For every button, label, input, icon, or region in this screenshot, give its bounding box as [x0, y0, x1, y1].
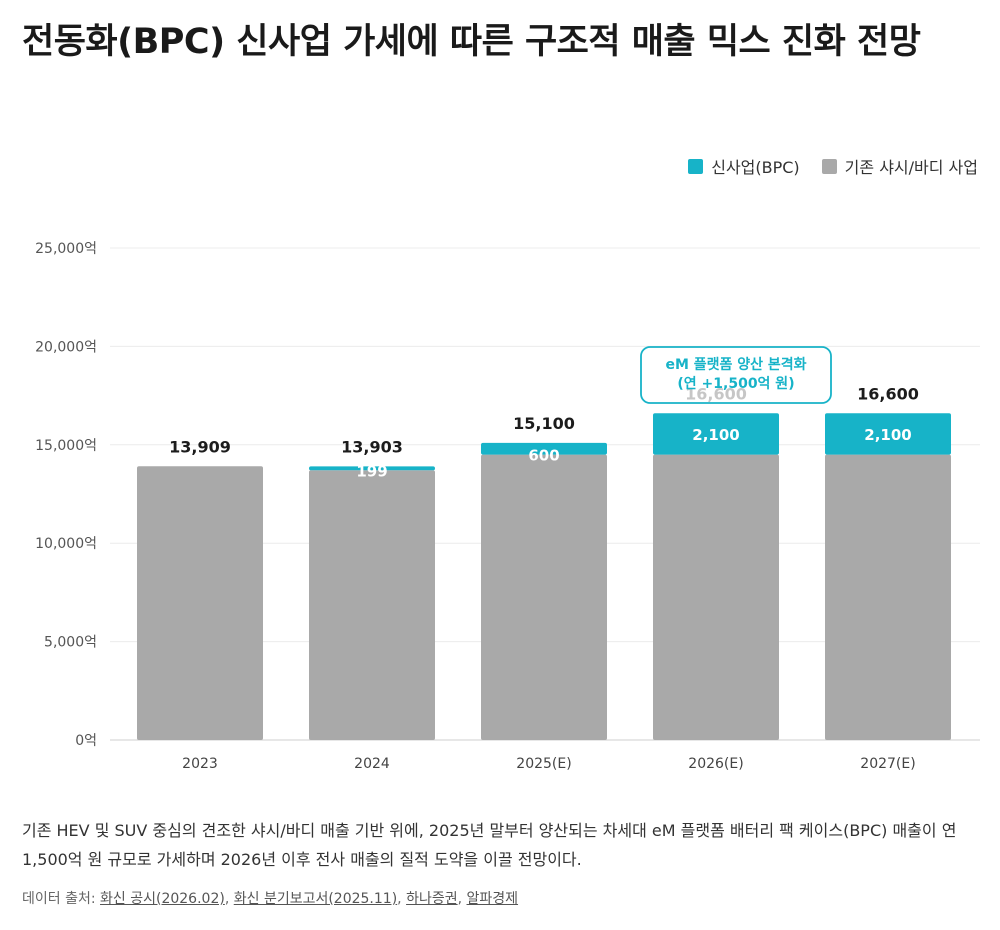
chart-title: 전동화(BPC) 신사업 가세에 따른 구조적 매출 믹스 진화 전망 — [22, 22, 921, 62]
bar-legacy-2026(E) — [653, 454, 779, 740]
y-tick-label: 15,000억 — [35, 438, 97, 454]
x-tick-label: 2023 — [182, 756, 218, 772]
x-tick-label: 2024 — [354, 756, 390, 772]
legend-label-legacy: 기존 샤시/바디 사업 — [844, 158, 978, 177]
source-link-hana[interactable]: 하나증권 — [406, 891, 458, 907]
x-tick-label: 2027(E) — [860, 756, 915, 772]
bar-total-label: 13,903 — [341, 437, 403, 456]
annotation-box — [640, 346, 832, 404]
source-link-filing[interactable]: 화신 공시(2026.02) — [100, 891, 225, 907]
bar-bpc-value-label: 2,100 — [692, 426, 739, 444]
source-separator: , — [397, 891, 407, 907]
bar-bpc-2026(E) — [653, 413, 779, 455]
bar-bpc-2025(E) — [481, 442, 607, 455]
bar-total-label: 13,909 — [169, 437, 231, 456]
bar-total-label: 16,600 — [857, 384, 919, 403]
y-tick-label: 25,000억 — [35, 241, 97, 257]
source-separator: , — [224, 891, 234, 907]
y-tick-label: 5,000억 — [44, 635, 97, 651]
chart-legend: 신사업(BPC) 기존 샤시/바디 사업 — [688, 154, 978, 178]
x-tick-label: 2025(E) — [516, 756, 571, 772]
bar-bpc-2027(E) — [825, 413, 951, 455]
y-tick-label: 10,000억 — [35, 536, 97, 552]
bar-legacy-2025(E) — [481, 454, 607, 740]
y-tick-label: 20,000억 — [35, 339, 97, 355]
bar-bpc-value-label: 600 — [528, 447, 559, 465]
source-separator: , — [457, 891, 467, 907]
legend-swatch-legacy — [821, 158, 837, 174]
source-link-quarterly-report[interactable]: 화신 분기보고서(2025.11) — [233, 891, 398, 907]
source-link-alphaeconomy[interactable]: 알파경제 — [466, 891, 519, 907]
bar-bpc-value-label: 2,100 — [864, 426, 911, 444]
annotation-text: eM 플랫폼 양산 본격화 — [665, 356, 806, 373]
legend-label-bpc: 신사업(BPC) — [711, 158, 800, 177]
bar-legacy-2024 — [309, 470, 435, 740]
bar-legacy-2027(E) — [825, 454, 951, 740]
legend-swatch-bpc — [688, 158, 704, 174]
legend-item-legacy: 기존 샤시/바디 사업 — [821, 154, 978, 178]
stacked-bar-chart: 0억 5,000억 10,000억 15,000억 20,000억 25,000억 13,9… — [35, 241, 980, 772]
annotation-text: (연 +1,500억 원) — [677, 376, 794, 392]
x-tick-label: 2026(E) — [688, 756, 743, 772]
chart-description: 기존 HEV 및 SUV 중심의 견조한 샤시/바디 매출 기반 위에, 202… — [22, 821, 957, 869]
bar-total-label: 15,100 — [513, 414, 575, 433]
y-tick-label: 0억 — [75, 733, 97, 749]
bar-bpc-value-label: 199 — [356, 462, 387, 480]
legend-item-bpc: 신사업(BPC) — [688, 154, 800, 178]
source-prefix: 데이터 출처: — [22, 891, 96, 907]
bar-bpc-2024 — [309, 466, 435, 471]
bar-legacy-2023 — [137, 466, 263, 740]
source-line: 데이터 출처: 화신 공시(2026.02), 화신 분기보고서(2025.11… — [22, 888, 518, 908]
